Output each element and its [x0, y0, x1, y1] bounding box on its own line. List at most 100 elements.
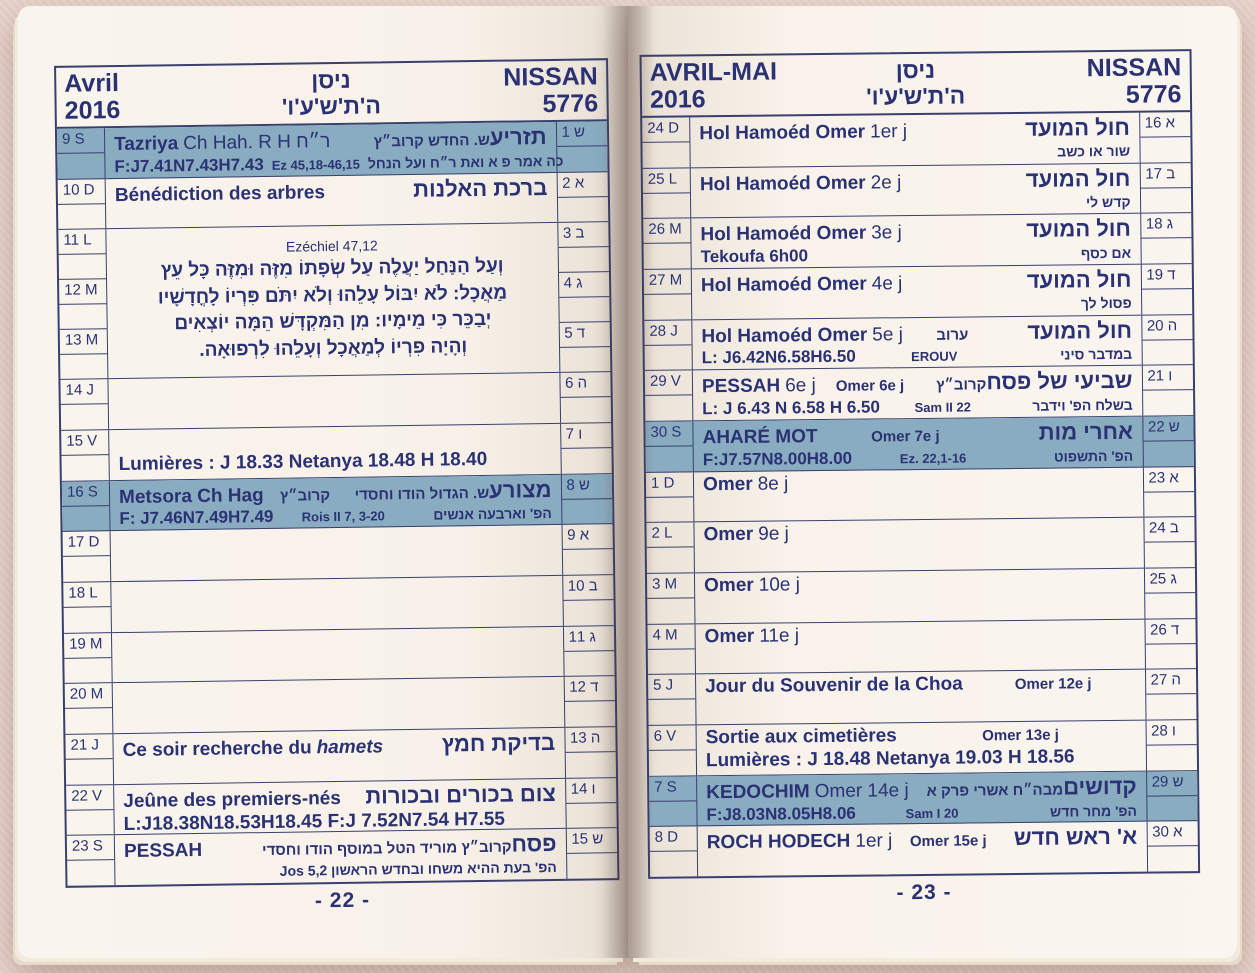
day-label: 15 V: [61, 430, 109, 456]
day-cell: 5 J: [647, 674, 697, 725]
hebrew-year-number: 5776: [1125, 80, 1182, 109]
times-text: L: J 6.43 N 6.58 H 6.50: [701, 397, 880, 419]
hebrew-year-number: 5776: [542, 89, 599, 119]
hebrew-date-label: 12 ד: [564, 676, 615, 703]
hebrew-date-cell: 21 ו: [1140, 365, 1193, 416]
french-title: PESSAH: [701, 375, 780, 398]
hebrew-title: בדיקת חמץ: [441, 730, 556, 757]
hebrew-date-label: 17 ב: [1139, 162, 1190, 189]
hebrew-date-cell: 15 ש: [565, 828, 617, 879]
french-title: Omer: [703, 574, 754, 597]
hebrew-title: צום בכורים ובכורות: [365, 780, 556, 809]
day-label: 11 L: [58, 229, 106, 255]
hebrew-date-label: 7 ו: [560, 423, 611, 449]
hebrew-date-cell: 17 ב: [1138, 162, 1191, 214]
french-text: AHARÉ MOT: [702, 426, 817, 450]
page-left-content: Avril 2016 ניסן ה'ת'ש'ע'ו' NISSAN 5776 9…: [54, 58, 619, 922]
hebrew-detail: ש. החדש קרוב״ץ: [373, 131, 491, 151]
french-title: Omer: [702, 473, 753, 495]
day-cell: 12 M: [59, 279, 107, 331]
french-italic: hamets: [316, 736, 384, 759]
day-label: 9 S: [56, 128, 105, 154]
hebrew-date-label: 19 ד: [1140, 264, 1192, 290]
hebrew-date-cell: 13 ה: [563, 727, 616, 778]
hebrew-note: הפ' וארבעה אנשים: [433, 505, 552, 524]
hebrew-date-label: 21 ו: [1141, 365, 1193, 391]
times-text: F:J7.41N7.43H7.43: [114, 154, 264, 176]
hebrew-note: הפ' מחר חדש: [1049, 802, 1137, 820]
hebrew-text: אחרי מות: [1038, 419, 1133, 446]
day-cell: 19 M: [63, 632, 113, 684]
hebrew-date-label: 30 א: [1146, 821, 1197, 847]
middle-note: Omer 15e j: [909, 832, 987, 851]
middle-note: ערוב: [935, 326, 968, 344]
day-label: 19 M: [63, 632, 112, 659]
french-text: Tazriya Ch Hah. R H ר״ח: [114, 131, 330, 157]
day-cell: 26 M: [642, 218, 692, 269]
hebrew-text: מצורעש. הגדול הודו וחסדי: [354, 477, 552, 506]
hebrew-text: פסחקרוב״ץ מוריד הטל במוסף הודו וחסדי: [262, 831, 557, 861]
french-text: ROCH HODECH 1er j: [706, 831, 892, 856]
french-title: Hol Hamoéd Omer: [699, 222, 866, 246]
french-title: Omer: [704, 625, 754, 647]
day-label: 26 M: [642, 218, 691, 245]
day-label: 25 L: [642, 168, 690, 194]
hebrew-date-label: 3 ב: [557, 222, 609, 248]
calendar-row: 29 V PESSAH 6e j Omer 6e j שביעי של פסחקרוב״…: [644, 365, 1193, 422]
french-title: Metsora Ch Hag: [118, 484, 264, 508]
hebrew-title: חול המועד: [1026, 317, 1132, 344]
row-content: PESSAH פסחקרוב״ץ מוריד הטל במוסף הודו וחס…: [115, 829, 566, 885]
row-sub-line: Tekoufa 6h00 אם כסף: [700, 243, 1131, 268]
calendar-row: 5 J Jour du Souvenir de la Choa Omer 12e j…: [647, 669, 1196, 726]
day-cell: 18 L: [63, 582, 112, 633]
hebrew-date-cell: 3 ב: [557, 222, 609, 274]
french-text: Ce soir recherche du hamets: [122, 736, 383, 762]
day-label: 27 M: [643, 269, 691, 295]
times-text: F:J7.57N8.00H8.00: [702, 448, 852, 470]
hebrew-date-cell: 2 א: [556, 171, 608, 223]
day-label: 17 D: [62, 531, 110, 558]
open-calendar-book: Avril 2016 ניסן ה'ת'ש'ע'ו' NISSAN 5776 9…: [18, 6, 1237, 958]
hebrew-date-label: 28 ו: [1145, 720, 1196, 746]
row-content: Omer 11e j: [695, 619, 1144, 673]
day-label: 29 V: [644, 370, 692, 397]
day-label: 5 J: [647, 674, 695, 701]
hebrew-note: במדבר סיני: [1059, 346, 1132, 364]
calendar-row: 8 D ROCH HODECH 1er j Omer 15e j א' ראש חדש 3…: [649, 821, 1198, 877]
hebrew-date-cell: 11 ג: [562, 625, 615, 677]
day-cell: 20 M: [64, 683, 114, 734]
day-label: 8 D: [649, 826, 697, 853]
day-cell: 6 V: [648, 725, 697, 776]
hebrew-month-name: ניסן: [311, 66, 351, 94]
day-cell: 2 L: [645, 522, 695, 573]
french-detail: 9e j: [757, 523, 789, 546]
hebrew-text: תזריעש. החדש קרוב״ץ: [373, 124, 547, 153]
verse-block: Ezéchiel 47,12 וְעַל הַנַּחַל יַעֲלֶה עַל…: [106, 223, 559, 378]
french-detail: 1er j: [854, 830, 892, 853]
times-text: Lumières : J 18.48 Netanya 19.03 H 18.56: [705, 746, 1075, 772]
hebrew-year-letters: ה'ת'ש'ע'ו': [865, 82, 965, 110]
calendar-row: 14 J 6 ה: [60, 372, 611, 431]
scripture-ref: Rois II 7, 3-20: [301, 508, 385, 525]
day-label: 28 J: [643, 320, 692, 346]
hebrew-note: פסול לך: [1080, 294, 1132, 312]
day-cell: 3 M: [646, 573, 695, 624]
hebrew-date-label: 16 א: [1139, 112, 1190, 138]
calendar-row: 15 V Lumières : J 18.33 Netanya 18.48 H 1…: [61, 423, 612, 482]
hebrew-month-label: ניסן ה'ת'ש'ע'ו': [799, 56, 1031, 112]
hebrew-date-cell: 18 ג: [1139, 213, 1191, 264]
day-cell: 30 S: [644, 421, 694, 472]
hebrew-note: בשלח הפ' וידבר: [1031, 396, 1133, 414]
hebrew-date-cell: 29 ש: [1145, 770, 1197, 822]
day-cell: 22 V: [66, 784, 115, 836]
hebrew-date-label: 5 ד: [559, 322, 610, 348]
calendar-row: 27 M Hol Hamoéd Omer 4e j חול המועד פסול לך 1…: [643, 264, 1192, 321]
calendar-row: 24 D Hol Hamoéd Omer 1er j חול המועד שור או …: [641, 112, 1190, 169]
day-label: 12 M: [59, 279, 107, 305]
row-content: Metsora Ch Hag קרוב״ץ מצורעש. הגדול הודו ו…: [110, 475, 561, 531]
hebrew-date-cell: 7 ו: [559, 423, 612, 474]
hebrew-date-label: 10 ב: [562, 575, 614, 601]
day-cell: 21 J: [65, 734, 115, 785]
hebrew-date-cell: 12 ד: [563, 676, 615, 727]
day-label: 22 V: [66, 784, 114, 811]
